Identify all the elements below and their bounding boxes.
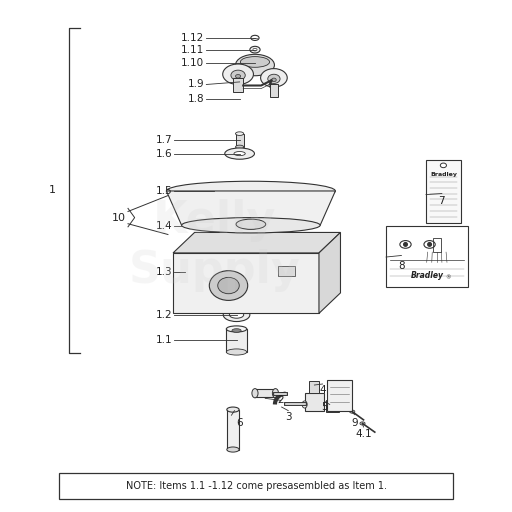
Bar <box>59 473 453 499</box>
Text: 3: 3 <box>285 412 291 422</box>
Bar <box>278 266 294 276</box>
Text: 1: 1 <box>49 185 56 196</box>
Text: 7: 7 <box>439 196 445 206</box>
Ellipse shape <box>232 329 241 332</box>
Ellipse shape <box>229 311 244 318</box>
Text: 1.6: 1.6 <box>156 148 172 159</box>
Text: 1.10: 1.10 <box>181 58 204 69</box>
Ellipse shape <box>236 75 241 78</box>
Text: 1.12: 1.12 <box>181 33 204 43</box>
Ellipse shape <box>226 326 247 332</box>
Ellipse shape <box>182 218 320 233</box>
Text: 1.5: 1.5 <box>156 186 172 197</box>
Ellipse shape <box>222 221 251 234</box>
Ellipse shape <box>236 132 244 135</box>
Ellipse shape <box>223 64 253 84</box>
Ellipse shape <box>250 47 260 53</box>
Text: 1.1: 1.1 <box>156 335 172 346</box>
Bar <box>305 393 324 411</box>
Ellipse shape <box>360 422 365 425</box>
Text: 6: 6 <box>237 418 243 429</box>
Bar <box>326 400 339 412</box>
Ellipse shape <box>223 308 250 322</box>
Text: 4.1: 4.1 <box>355 429 372 439</box>
Polygon shape <box>173 232 340 253</box>
Text: Kelly
Supply: Kelly Supply <box>129 199 301 292</box>
Ellipse shape <box>227 447 239 452</box>
Ellipse shape <box>272 389 279 398</box>
Ellipse shape <box>252 389 258 398</box>
Text: Bradley: Bradley <box>430 172 457 177</box>
Text: 1.3: 1.3 <box>156 267 172 278</box>
Text: 1.11: 1.11 <box>181 45 204 55</box>
Ellipse shape <box>404 243 408 246</box>
Ellipse shape <box>234 152 245 156</box>
Text: 1.7: 1.7 <box>156 135 172 145</box>
Ellipse shape <box>227 407 239 412</box>
Ellipse shape <box>236 219 266 229</box>
Ellipse shape <box>236 145 244 148</box>
Text: 2: 2 <box>278 395 284 406</box>
Ellipse shape <box>166 181 335 201</box>
Ellipse shape <box>236 54 274 76</box>
Bar <box>270 84 278 97</box>
Text: 8: 8 <box>398 261 404 271</box>
Text: 9: 9 <box>352 418 358 428</box>
Text: 5: 5 <box>322 402 328 413</box>
Ellipse shape <box>440 163 446 168</box>
Ellipse shape <box>209 271 248 301</box>
Bar <box>255 389 275 397</box>
Ellipse shape <box>261 69 287 87</box>
Text: 4: 4 <box>319 385 326 395</box>
Bar <box>173 253 319 313</box>
Ellipse shape <box>271 78 276 81</box>
Ellipse shape <box>253 49 257 51</box>
Bar <box>426 160 461 223</box>
Bar <box>236 134 244 147</box>
Bar <box>233 78 243 92</box>
Text: 1.9: 1.9 <box>188 79 204 90</box>
Ellipse shape <box>228 224 245 231</box>
Polygon shape <box>166 191 335 225</box>
Text: ®: ® <box>445 275 451 280</box>
Text: 1.4: 1.4 <box>156 221 172 231</box>
Ellipse shape <box>350 410 355 413</box>
Bar <box>433 238 441 252</box>
Bar <box>227 410 239 450</box>
Bar <box>386 226 468 287</box>
Text: 10: 10 <box>112 212 125 223</box>
Ellipse shape <box>218 278 239 294</box>
Ellipse shape <box>241 57 269 67</box>
Ellipse shape <box>226 349 247 355</box>
Ellipse shape <box>428 243 431 246</box>
Ellipse shape <box>225 148 254 159</box>
Bar <box>327 380 352 411</box>
Polygon shape <box>319 232 340 313</box>
Ellipse shape <box>231 70 245 80</box>
Ellipse shape <box>268 74 280 83</box>
Bar <box>226 329 247 352</box>
Ellipse shape <box>302 401 307 408</box>
Bar <box>309 381 319 393</box>
Text: NOTE: Items 1.1 -1.12 come presasembled as Item 1.: NOTE: Items 1.1 -1.12 come presasembled … <box>125 481 387 491</box>
Text: 1.2: 1.2 <box>156 310 172 320</box>
Text: 1.8: 1.8 <box>188 94 204 104</box>
Text: Bradley: Bradley <box>411 271 443 280</box>
